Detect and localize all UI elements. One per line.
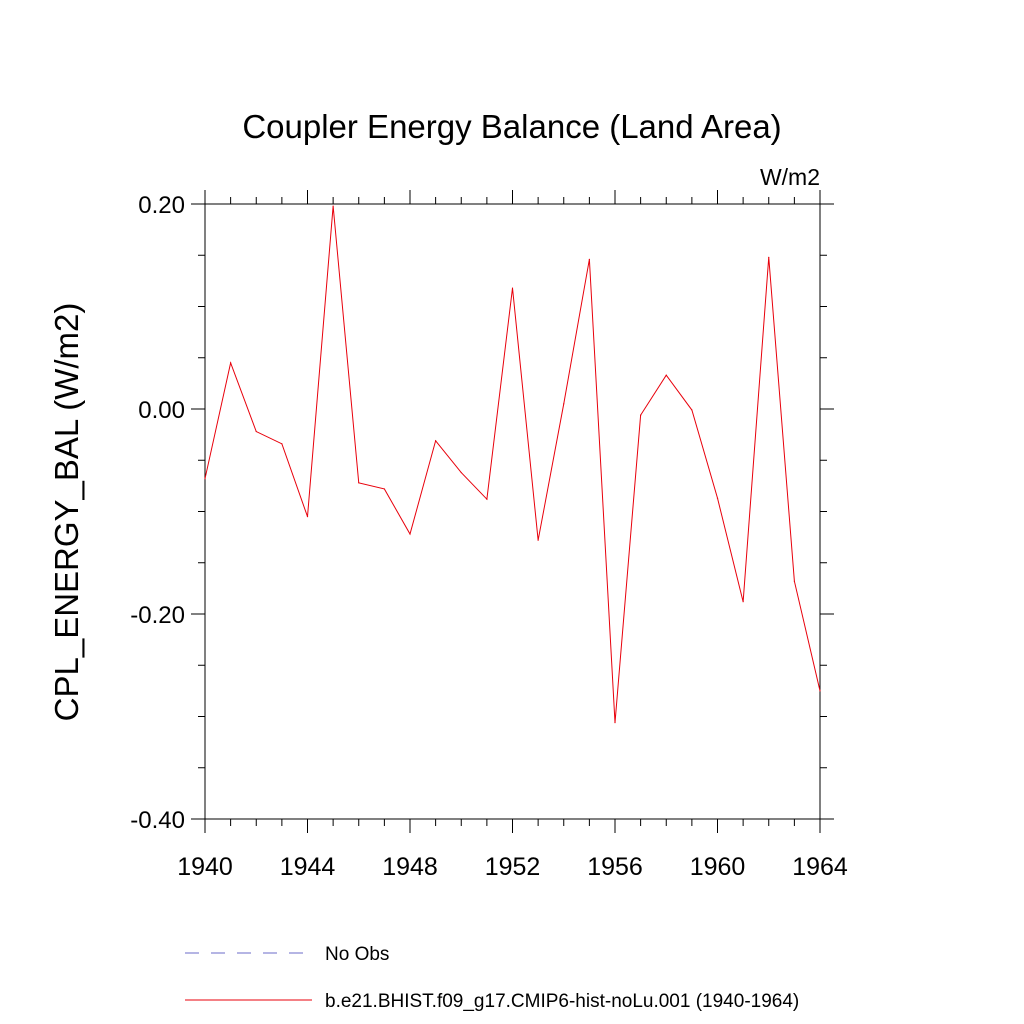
series-lines [204,205,821,724]
data-point [742,601,744,603]
x-tick-label: 1948 [382,853,438,881]
data-point [640,414,642,416]
data-point [614,722,616,724]
data-point [665,374,667,376]
legend-label-0: No Obs [325,944,389,965]
data-point [793,580,795,582]
data-point [460,471,462,474]
data-point [281,443,283,445]
x-tick-label: 1944 [280,853,336,881]
data-point [358,482,360,484]
units-label: W/m2 [760,164,820,190]
y-axis-ticks: -0.40 -0.20 0.00 0.20 [130,192,834,834]
data-point [563,403,565,405]
data-point [383,488,385,490]
data-point [537,539,539,541]
legend-label-1: b.e21.BHIST.f09_g17.CMIP6-hist-noLu.001 … [325,991,799,1012]
plot-frame [204,203,821,820]
x-tick-label: 1952 [485,853,541,881]
x-tick-label: 1964 [792,853,848,881]
data-point [511,287,514,289]
data-point [332,205,334,207]
x-tick-label: 1956 [587,853,643,881]
legend: No Obs b.e21.BHIST.f09_g17.CMIP6-hist-noL… [185,944,799,1012]
x-tick-label: 1960 [690,853,746,881]
chart-title: Coupler Energy Balance (Land Area) [242,108,781,145]
data-point [691,409,693,411]
y-tick-label: 0.20 [138,192,185,219]
plot-border [204,203,821,820]
data-point [204,478,206,480]
data-point [409,533,411,535]
y-axis-label: CPL_ENERGY_BAL (W/m2) [48,303,85,722]
y-tick-label: -0.20 [130,602,185,629]
data-point [768,256,770,258]
series-line-0 [204,206,821,723]
data-point [306,516,309,518]
data-point [435,440,437,442]
data-point [255,430,257,433]
y-tick-label: -0.40 [130,807,185,834]
y-tick-label: 0.00 [138,397,185,424]
data-point [819,690,821,692]
x-axis-ticks: 1940 1944 1948 1952 1956 1960 1964 [177,190,848,881]
x-tick-label: 1940 [177,853,233,881]
data-point [230,362,232,364]
data-point [486,498,488,500]
data-point [588,258,590,260]
data-point [716,497,719,499]
